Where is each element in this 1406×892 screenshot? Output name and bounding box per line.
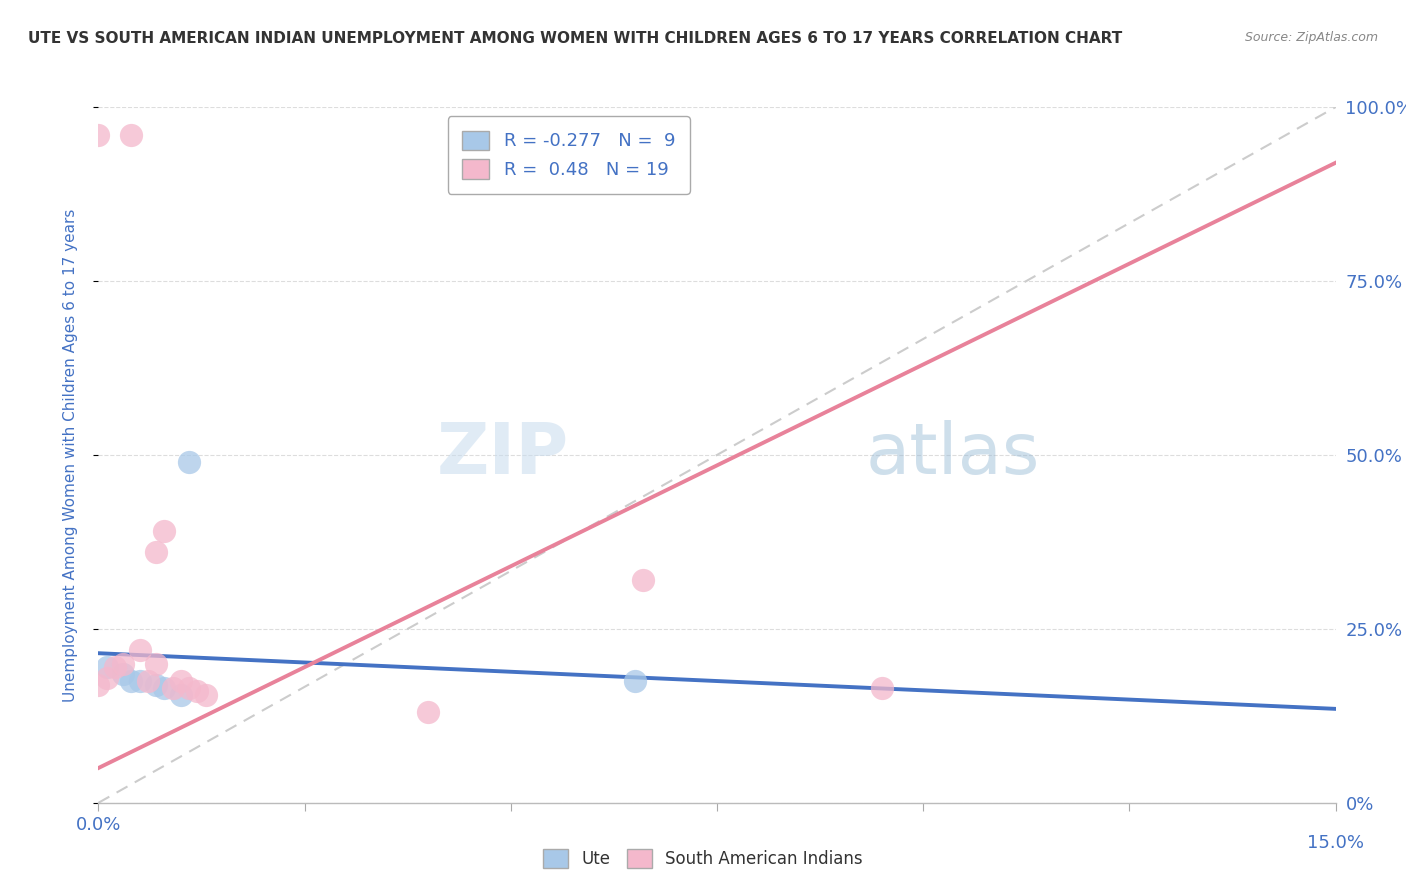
Point: [87, 677, 110, 691]
Point: [145, 677, 167, 691]
Point: [136, 674, 159, 689]
Point: [418, 706, 440, 720]
Point: [179, 455, 201, 469]
Point: [104, 660, 127, 674]
Point: [631, 573, 654, 587]
Point: [128, 674, 150, 689]
Point: [120, 674, 142, 689]
Point: [96, 660, 118, 674]
Point: [128, 642, 150, 657]
Point: [186, 684, 208, 698]
Point: [179, 681, 201, 695]
Text: UTE VS SOUTH AMERICAN INDIAN UNEMPLOYMENT AMONG WOMEN WITH CHILDREN AGES 6 TO 17: UTE VS SOUTH AMERICAN INDIAN UNEMPLOYMEN…: [28, 31, 1122, 46]
Y-axis label: Unemployment Among Women with Children Ages 6 to 17 years: Unemployment Among Women with Children A…: [63, 208, 77, 702]
Legend: Ute, South American Indians: Ute, South American Indians: [536, 843, 870, 875]
Point: [162, 681, 184, 695]
Point: [623, 674, 645, 689]
Point: [112, 667, 135, 681]
Text: ZIP: ZIP: [436, 420, 568, 490]
Point: [87, 128, 110, 142]
Point: [145, 657, 167, 671]
Point: [112, 657, 135, 671]
Point: [153, 681, 176, 695]
Point: [170, 674, 193, 689]
Text: 15.0%: 15.0%: [1308, 834, 1364, 852]
Point: [120, 128, 142, 142]
Legend: R = -0.277   N =  9, R =  0.48   N = 19: R = -0.277 N = 9, R = 0.48 N = 19: [447, 116, 689, 194]
Point: [145, 545, 167, 559]
Text: atlas: atlas: [866, 420, 1040, 490]
Text: Source: ZipAtlas.com: Source: ZipAtlas.com: [1244, 31, 1378, 45]
Point: [153, 524, 176, 539]
Point: [194, 688, 217, 702]
Point: [870, 681, 893, 695]
Point: [96, 671, 118, 685]
Point: [170, 688, 193, 702]
